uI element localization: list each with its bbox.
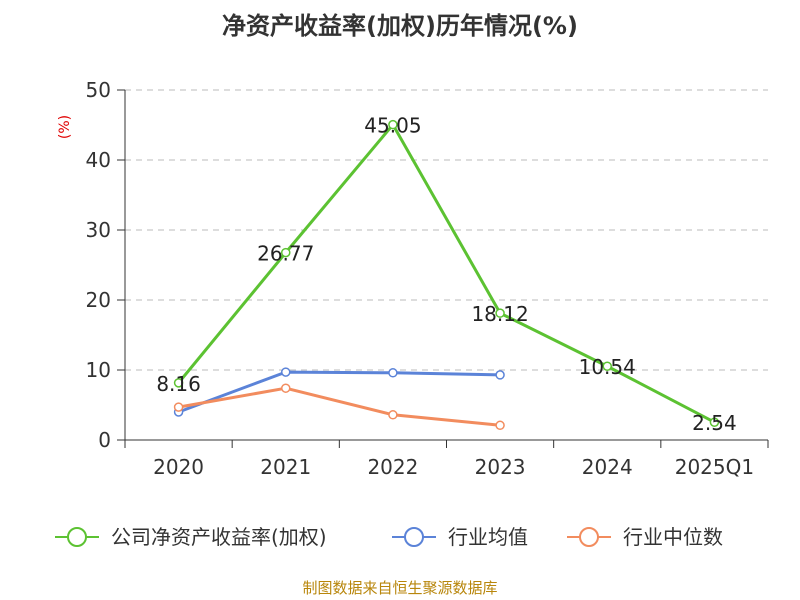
grid-lines	[125, 89, 768, 371]
data-point	[495, 420, 505, 431]
data-point	[281, 367, 291, 377]
y-tick-label: 0	[98, 428, 111, 452]
series-line	[178, 386, 501, 427]
data-point	[281, 383, 291, 393]
legend-marker	[67, 527, 87, 547]
data-point	[388, 410, 398, 420]
y-tick-label: 40	[86, 148, 111, 172]
data-point	[173, 378, 184, 388]
series-group	[173, 119, 720, 431]
data-label: 18.12	[471, 302, 528, 326]
series-line	[178, 370, 501, 414]
y-tick-label: 20	[86, 288, 111, 312]
data-point	[388, 119, 398, 130]
data-labels: 8.16 26.77 45.05 18.12 10.54 2.54	[156, 114, 736, 436]
x-tick-label: 2020	[153, 455, 204, 479]
data-label: 10.54	[579, 355, 636, 379]
legend-label: 行业均值	[448, 525, 528, 549]
data-point	[602, 361, 612, 371]
legend-label: 行业中位数	[623, 525, 723, 549]
legend: 公司净资产收益率(加权) 行业均值 行业中位数	[55, 525, 723, 549]
axes: 0 10 20 30 40 50 (%) 2020 2021 2022 2023 2024 2025Q1	[57, 78, 769, 479]
series-line	[177, 123, 716, 424]
y-tick-label: 50	[86, 78, 111, 102]
data-label: 45.05	[364, 114, 421, 138]
x-tick-label: 2022	[367, 455, 418, 479]
data-label: 8.16	[156, 372, 201, 396]
legend-marker	[579, 527, 599, 547]
data-point	[388, 368, 398, 378]
x-tick-label: 2025Q1	[675, 455, 754, 479]
data-point	[709, 417, 720, 427]
data-point	[173, 402, 184, 412]
data-point	[281, 247, 291, 258]
legend-label: 公司净资产收益率(加权)	[111, 525, 327, 549]
x-tick-label: 2021	[260, 455, 311, 479]
y-axis-unit-label: (%)	[57, 115, 73, 139]
x-tick-label: 2023	[475, 455, 526, 479]
data-point	[495, 308, 505, 318]
y-tick-label: 30	[86, 218, 111, 242]
x-tick-label: 2024	[582, 455, 633, 479]
source-note: 制图数据来自恒生聚源数据库	[302, 579, 498, 597]
data-label: 26.77	[257, 242, 314, 266]
data-label: 2.54	[692, 411, 737, 435]
data-point	[495, 370, 505, 380]
legend-marker	[404, 527, 424, 547]
y-tick-label: 10	[86, 358, 111, 382]
chart-title: 净资产收益率(加权)历年情况(%)	[222, 12, 578, 40]
